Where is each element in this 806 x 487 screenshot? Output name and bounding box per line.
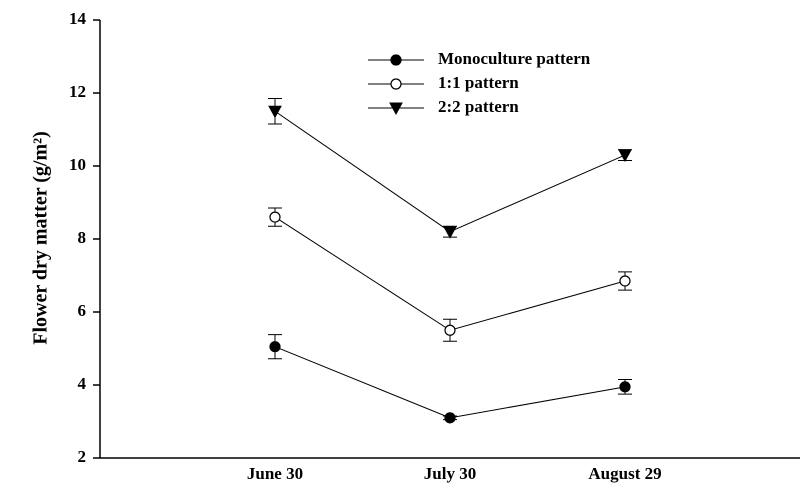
line <box>274 346 626 419</box>
y-tick-label: 4 <box>78 374 87 393</box>
marker <box>268 105 282 119</box>
legend-label: Monoculture pattern <box>438 49 591 68</box>
y-tick-label: 6 <box>78 301 87 320</box>
marker <box>390 78 402 90</box>
marker <box>619 381 631 393</box>
marker <box>269 341 281 353</box>
marker <box>618 149 632 163</box>
marker <box>443 226 457 239</box>
y-tick-label: 10 <box>69 155 86 174</box>
marker <box>269 211 281 223</box>
y-tick-label: 12 <box>69 82 86 101</box>
marker <box>619 275 631 287</box>
legend-label: 2:2 pattern <box>438 97 519 116</box>
legend-label: 1:1 pattern <box>438 73 519 92</box>
marker <box>389 102 403 116</box>
marker <box>390 54 402 66</box>
x-tick-label: July 30 <box>424 464 476 483</box>
y-tick-label: 2 <box>78 447 87 466</box>
y-tick-label: 14 <box>69 9 87 28</box>
marker <box>444 412 456 424</box>
line <box>274 110 626 233</box>
y-tick-label: 8 <box>78 228 87 247</box>
marker <box>444 324 456 336</box>
x-tick-label: June 30 <box>247 464 303 483</box>
x-tick-label: August 29 <box>588 464 661 483</box>
y-axis-label: Flower dry matter (g/m²) <box>30 131 52 345</box>
